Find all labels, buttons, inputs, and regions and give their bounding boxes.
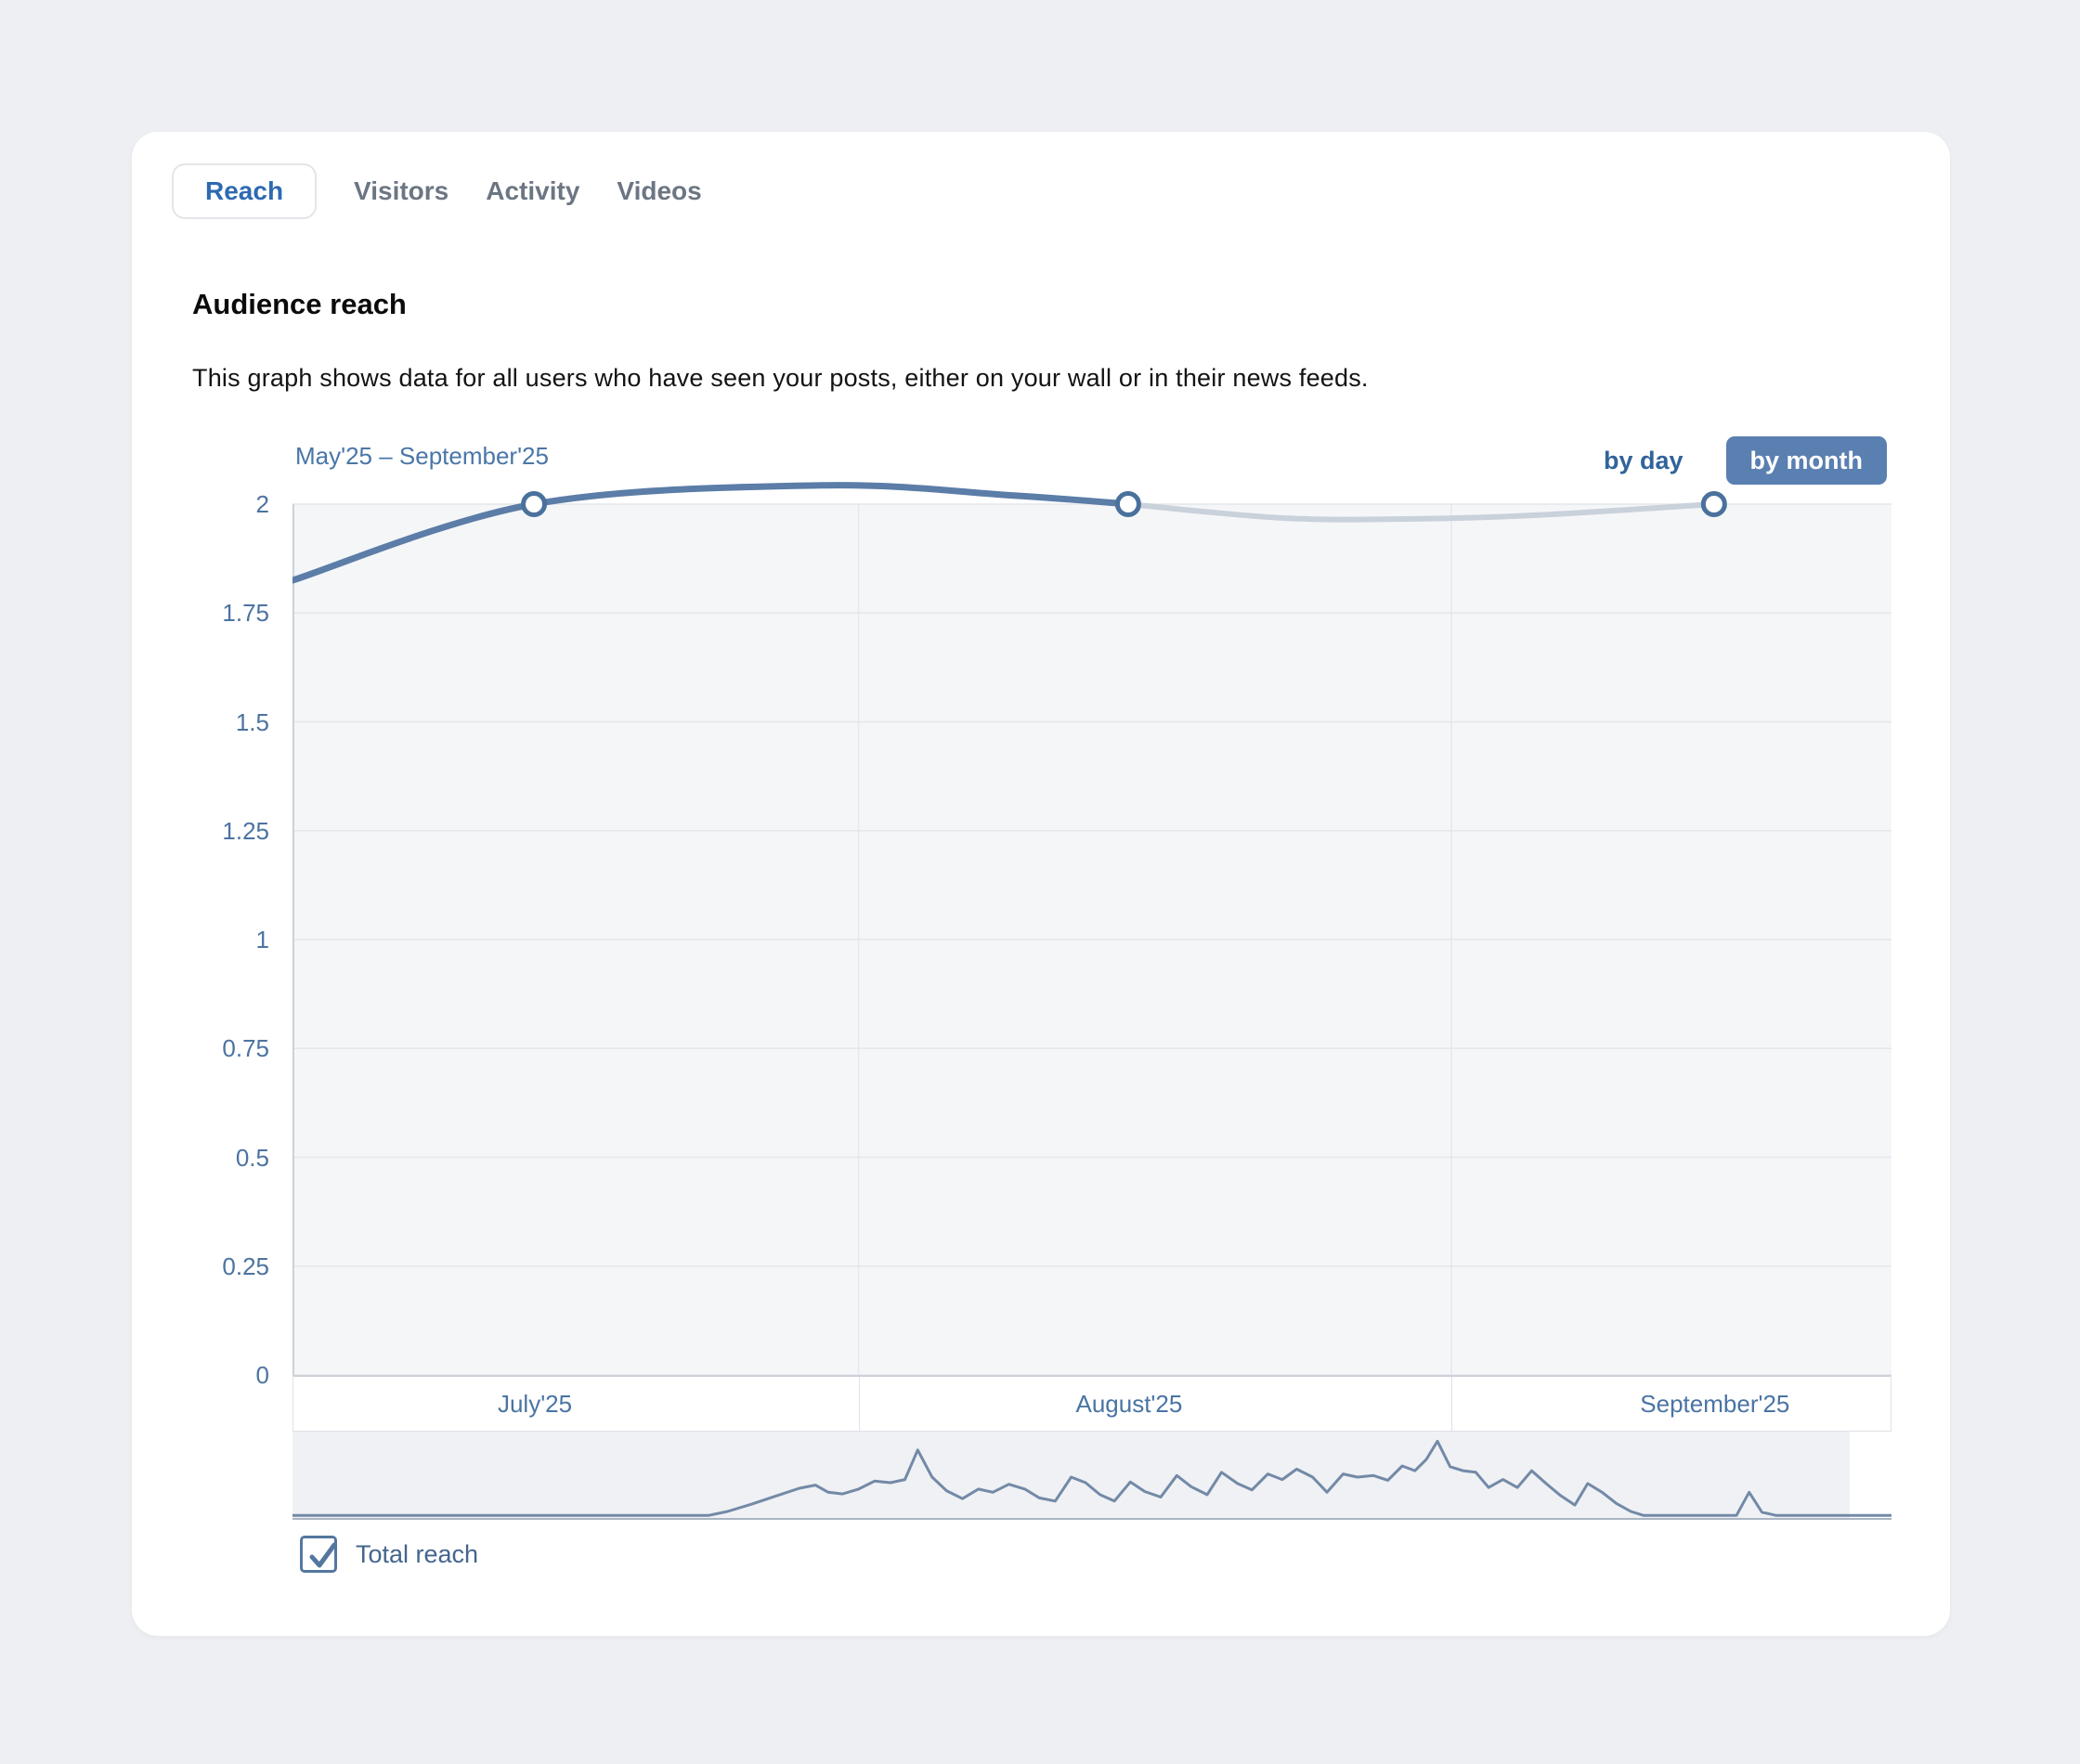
by-month-button[interactable]: by month — [1725, 436, 1887, 485]
y-tick-label: 2 — [255, 490, 269, 518]
tab-videos[interactable]: Videos — [617, 176, 702, 205]
month-separator — [1451, 1377, 1453, 1431]
y-tick-label: 1.75 — [222, 599, 269, 628]
chart-navigator[interactable] — [292, 1432, 1892, 1520]
date-range-label: May'25 – September'25 — [295, 442, 549, 470]
reach-line-chart[interactable] — [292, 455, 1892, 1375]
legend-label[interactable]: Total reach — [356, 1539, 479, 1568]
x-axis-band: July'25 August'25 September'25 — [292, 1375, 1892, 1432]
legend-row: Total reach — [300, 1536, 478, 1573]
y-tick-label: 0 — [255, 1361, 269, 1389]
x-axis-month-label: September'25 — [1640, 1390, 1790, 1418]
tab-activity[interactable]: Activity — [486, 176, 580, 205]
month-separator — [859, 1377, 861, 1431]
navigator-unselected-area — [1850, 1432, 1892, 1518]
y-tick-label: 1 — [255, 926, 269, 953]
stats-card: Reach Visitors Activity Videos Audience … — [132, 132, 1950, 1636]
y-tick-label: 0.75 — [222, 1034, 269, 1063]
y-tick-label: 1.25 — [222, 816, 269, 845]
tab-visitors[interactable]: Visitors — [354, 176, 449, 205]
checkmark-icon — [309, 1542, 337, 1568]
y-tick-label: 0.25 — [222, 1252, 269, 1280]
granularity-toggle: by day by month — [1604, 436, 1887, 485]
y-tick-label: 0.5 — [235, 1143, 269, 1172]
y-axis-labels: 2 1.75 1.5 1.25 1 0.75 0.5 0.25 0 — [132, 490, 279, 1389]
daily-sparkline — [292, 1439, 1892, 1517]
page-title: Audience reach — [192, 288, 407, 320]
total-reach-checkbox[interactable] — [300, 1536, 337, 1573]
y-tick-label: 1.5 — [235, 707, 269, 736]
by-day-button[interactable]: by day — [1603, 446, 1684, 474]
x-axis-month-label: August'25 — [1075, 1390, 1183, 1418]
chart-description: This graph shows data for all users who … — [192, 364, 1369, 392]
tab-reach[interactable]: Reach — [172, 163, 318, 219]
x-axis-month-label: July'25 — [497, 1390, 573, 1418]
stats-tabs: Reach Visitors Activity Videos — [172, 163, 702, 219]
